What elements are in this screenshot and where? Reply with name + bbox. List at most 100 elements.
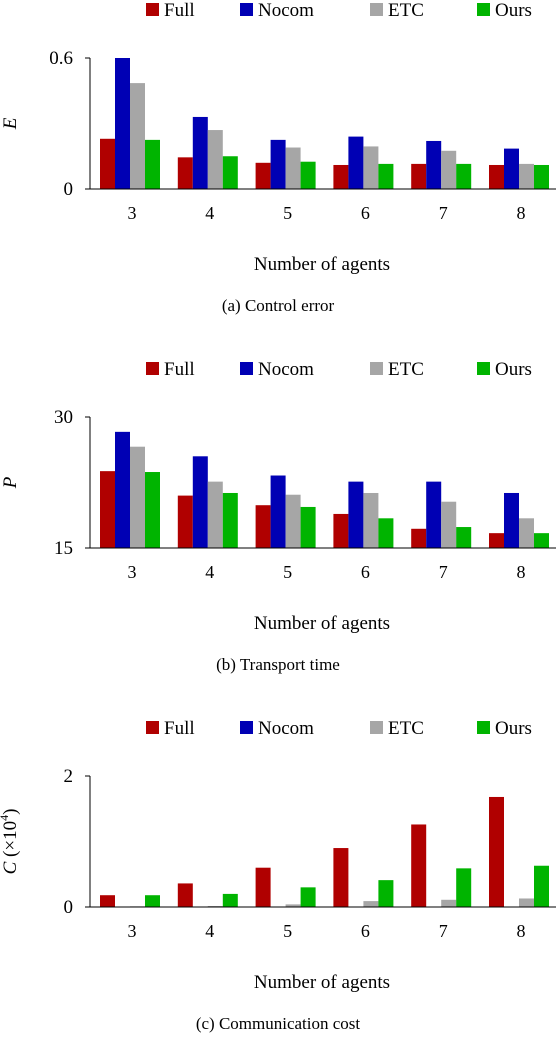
bar-etc-3 xyxy=(130,83,145,189)
bar-full-6 xyxy=(333,513,349,548)
y-axis-label: E xyxy=(0,117,21,130)
legend-item-full: Full xyxy=(146,718,195,739)
y-axis-label: P xyxy=(0,476,21,489)
bar-full-6 xyxy=(333,164,349,189)
legend-swatch xyxy=(370,3,383,16)
bar-nocom-4 xyxy=(192,456,208,548)
bar-etc-7 xyxy=(441,501,457,548)
y-tick-label: 15 xyxy=(54,538,73,559)
bar-nocom-6 xyxy=(348,136,364,189)
bar-etc-3 xyxy=(130,446,145,548)
legend-item-ours: Ours xyxy=(477,0,532,21)
chart-panel-a: Full Nocom ETC Ours 3 4 5 6 7 8 0 0.6 E Number of age… xyxy=(0,0,556,345)
bar-ours-3 xyxy=(145,139,160,189)
legend-label: Nocom xyxy=(258,359,314,380)
bar-full-4 xyxy=(177,495,193,548)
bar-ours-5 xyxy=(300,887,316,907)
legend-item-full: Full xyxy=(146,359,195,380)
legend-swatch xyxy=(477,3,490,16)
chart-panel-b: Full Nocom ETC Ours 3 4 5 6 7 8 15 30 P Number of age… xyxy=(0,359,556,704)
x-axis-label: Number of agents xyxy=(254,972,390,993)
bar-full-3 xyxy=(100,138,115,189)
bar-full-3 xyxy=(100,895,115,907)
legend-swatch xyxy=(146,362,159,375)
y-tick-label: 2 xyxy=(64,766,74,787)
legend-item-etc: ETC xyxy=(370,0,424,21)
x-tick-label: 8 xyxy=(517,203,526,223)
chart-caption: (b) Transport time xyxy=(216,655,340,674)
bar-full-6 xyxy=(333,848,349,907)
bar-etc-5 xyxy=(285,494,301,548)
x-tick-label: 7 xyxy=(439,562,448,582)
bar-nocom-7 xyxy=(426,140,442,189)
bar-etc-8 xyxy=(519,898,534,907)
legend-label: Ours xyxy=(495,0,532,21)
y-tick-label: 0 xyxy=(64,179,74,200)
legend-item-etc: ETC xyxy=(370,718,424,739)
bar-nocom-5 xyxy=(270,139,286,189)
x-tick-label: 3 xyxy=(128,203,137,223)
legend-label: Full xyxy=(164,718,195,739)
bar-full-8 xyxy=(489,796,504,907)
bar-etc-6 xyxy=(363,901,379,907)
y-tick-label: 0.6 xyxy=(49,48,73,69)
bar-nocom-6 xyxy=(348,481,364,548)
chart-panel-c: Full Nocom ETC Ours 3 4 5 6 7 8 0 2 C (×104) Number o… xyxy=(0,718,556,1063)
legend-label: Ours xyxy=(495,359,532,380)
bar-ours-7 xyxy=(456,527,472,548)
bar-ours-4 xyxy=(222,492,238,548)
x-axis-label: Number of agents xyxy=(254,613,390,634)
bar-ours-4 xyxy=(222,156,238,189)
legend-item-ours: Ours xyxy=(477,359,532,380)
x-axis-label: Number of agents xyxy=(254,254,390,275)
legend-swatch xyxy=(370,362,383,375)
x-tick-label: 6 xyxy=(361,562,370,582)
legend-item-etc: ETC xyxy=(370,359,424,380)
bar-etc-6 xyxy=(363,146,379,189)
legend-item-ours: Ours xyxy=(477,718,532,739)
legend-item-nocom: Nocom xyxy=(240,718,314,739)
y-tick-label: 0 xyxy=(64,897,74,918)
bar-ours-5 xyxy=(300,161,316,189)
legend-swatch xyxy=(240,3,253,16)
legend-swatch xyxy=(240,721,253,734)
bar-etc-4 xyxy=(207,481,223,548)
legend-label: Full xyxy=(164,0,195,21)
legend-swatch xyxy=(146,3,159,16)
legend-label: Nocom xyxy=(258,0,314,21)
chart-caption: (c) Communication cost xyxy=(195,1014,361,1033)
bar-ours-6 xyxy=(378,518,394,548)
bar-full-7 xyxy=(411,163,427,189)
legend-item-nocom: Nocom xyxy=(240,0,314,21)
chart-caption: (a) Control error xyxy=(221,296,335,315)
bar-nocom-4 xyxy=(192,116,208,189)
bar-etc-5 xyxy=(285,904,301,907)
bar-ours-6 xyxy=(378,163,394,189)
bar-etc-8 xyxy=(519,518,534,548)
bar-etc-7 xyxy=(441,899,457,907)
bar-ours-6 xyxy=(378,880,394,907)
legend-label: ETC xyxy=(388,0,424,21)
bar-ours-7 xyxy=(456,163,472,189)
bar-ours-3 xyxy=(145,472,160,548)
bar-nocom-8 xyxy=(504,492,519,548)
bar-nocom-3 xyxy=(115,58,130,189)
bar-full-5 xyxy=(255,505,271,548)
y-axis-label: C (×104) xyxy=(0,809,21,875)
bar-full-4 xyxy=(177,157,193,189)
legend-label: Nocom xyxy=(258,718,314,739)
x-tick-label: 7 xyxy=(439,921,448,941)
x-tick-label: 7 xyxy=(439,203,448,223)
bar-ours-7 xyxy=(456,868,472,907)
x-tick-label: 6 xyxy=(361,203,370,223)
legend-label: Ours xyxy=(495,718,532,739)
bar-ours-3 xyxy=(145,895,160,907)
x-tick-label: 5 xyxy=(283,921,292,941)
bar-ours-4 xyxy=(222,893,238,907)
bar-full-8 xyxy=(489,533,504,548)
bar-nocom-8 xyxy=(504,148,519,189)
x-tick-label: 3 xyxy=(128,562,137,582)
bar-full-4 xyxy=(177,883,193,907)
x-tick-label: 4 xyxy=(205,203,214,223)
x-tick-label: 8 xyxy=(517,562,526,582)
